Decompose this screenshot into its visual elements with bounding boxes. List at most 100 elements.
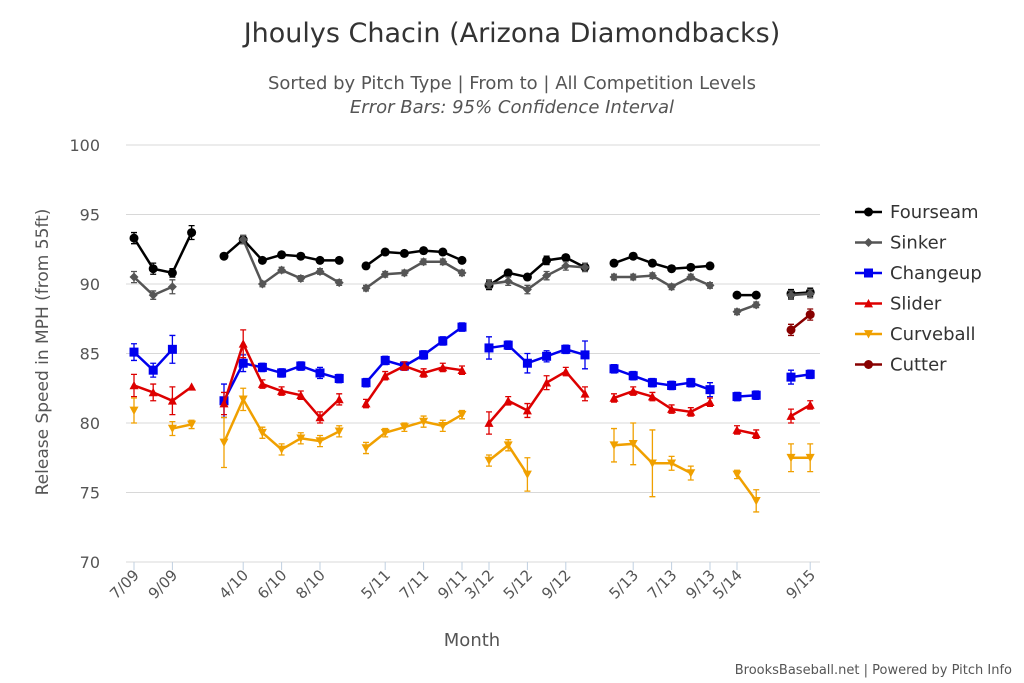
data-point: [609, 258, 619, 268]
data-point: [609, 393, 619, 402]
chart-subtitle-2: Error Bars: 95% Confidence Interval: [350, 97, 674, 118]
data-point: [786, 290, 796, 300]
data-point: [315, 412, 325, 422]
data-point: [686, 407, 696, 416]
legend-item-fourseam[interactable]: Fourseam: [855, 202, 979, 223]
legend-item-slider[interactable]: Slider: [855, 294, 942, 315]
x-tick-label: 9/12: [538, 566, 575, 603]
data-point: [732, 470, 742, 479]
data-point: [561, 367, 571, 376]
data-point: [361, 399, 371, 408]
x-tick-label: 9/11: [434, 566, 471, 603]
data-point: [257, 279, 267, 289]
data-point: [457, 322, 467, 332]
data-point: [277, 386, 287, 395]
data-point: [805, 310, 815, 320]
data-point: [484, 279, 494, 289]
data-point: [561, 261, 571, 271]
data-point: [148, 290, 158, 300]
legend-marker: [864, 299, 873, 308]
legend-item-changeup[interactable]: Changeup: [855, 263, 982, 284]
data-point: [129, 233, 139, 243]
legend-item-cutter[interactable]: Cutter: [855, 355, 947, 376]
data-point: [315, 437, 325, 446]
data-point: [296, 434, 306, 443]
legend-label: Slider: [890, 294, 942, 315]
data-point: [419, 417, 429, 427]
data-point: [705, 385, 715, 395]
data-point: [296, 251, 306, 261]
legend-item-sinker[interactable]: Sinker: [855, 233, 947, 254]
x-tick-label: 8/10: [292, 566, 329, 603]
legend-label: Changeup: [890, 263, 982, 284]
series-line-fourseam: [613, 254, 711, 270]
credit-text[interactable]: BrooksBaseball.net | Powered by Pitch In…: [735, 663, 1012, 678]
data-point: [296, 361, 306, 371]
legend-label: Sinker: [890, 233, 947, 254]
series-line-changeup: [365, 326, 463, 384]
data-point: [399, 423, 409, 432]
data-point: [647, 378, 657, 388]
data-point: [277, 250, 287, 260]
data-point: [257, 428, 267, 438]
data-point: [751, 429, 761, 438]
data-point: [705, 280, 715, 290]
chart-title: Jhoulys Chacin (Arizona Diamondbacks): [242, 18, 781, 49]
data-point: [503, 276, 513, 286]
data-point: [419, 368, 429, 377]
data-point: [219, 438, 229, 447]
data-point: [503, 396, 513, 405]
series-line-slider: [736, 428, 757, 436]
data-point: [148, 387, 158, 397]
y-tick-label: 90: [80, 275, 100, 294]
series-line-sinker: [242, 239, 340, 286]
data-point: [361, 283, 371, 293]
series-line-slider: [613, 389, 711, 414]
legend[interactable]: Fourseam Sinker Changeup Slider Curveball Cut…: [855, 202, 982, 376]
data-point: [732, 392, 742, 402]
data-point: [334, 255, 344, 265]
data-point: [503, 441, 513, 450]
data-point: [522, 405, 532, 415]
data-point: [786, 411, 796, 420]
data-point: [522, 470, 532, 479]
data-point: [219, 251, 229, 261]
data-point: [542, 351, 552, 361]
data-point: [805, 453, 815, 463]
data-point: [561, 253, 571, 263]
x-tick-label: 5/14: [709, 566, 746, 603]
data-point: [438, 247, 448, 257]
data-point: [647, 392, 657, 401]
legend-marker: [864, 268, 873, 278]
data-point: [561, 344, 571, 354]
x-tick-label: 3/12: [461, 566, 498, 603]
data-point: [129, 347, 139, 357]
data-point: [277, 445, 287, 454]
data-point: [628, 371, 638, 381]
legend-label: Cutter: [890, 355, 947, 376]
x-axis: 7/09 9/09 4/10 6/10 8/10 5/11 7/11 9/113/12 5/12…: [106, 562, 819, 603]
data-point: [751, 390, 761, 400]
data-point: [647, 459, 657, 468]
data-point: [438, 257, 448, 267]
data-point: [296, 273, 306, 283]
data-point: [238, 358, 248, 368]
data-point: [187, 382, 197, 391]
x-tick-label: 4/10: [215, 566, 252, 603]
data-point: [628, 272, 638, 282]
data-point: [334, 394, 344, 404]
data-point: [257, 379, 267, 388]
y-tick-label: 85: [80, 345, 100, 364]
data-point: [580, 350, 590, 360]
series-line-slider: [364, 364, 463, 405]
legend-marker: [864, 238, 873, 247]
data-point: [238, 339, 248, 348]
legend-item-curveball[interactable]: Curveball: [855, 324, 976, 345]
data-point: [805, 289, 815, 299]
data-point: [380, 371, 390, 380]
legend-marker: [864, 360, 873, 369]
data-point: [686, 469, 696, 478]
series-line-sinker: [614, 274, 711, 289]
data-point: [542, 271, 552, 281]
y-tick-label: 80: [80, 414, 100, 433]
